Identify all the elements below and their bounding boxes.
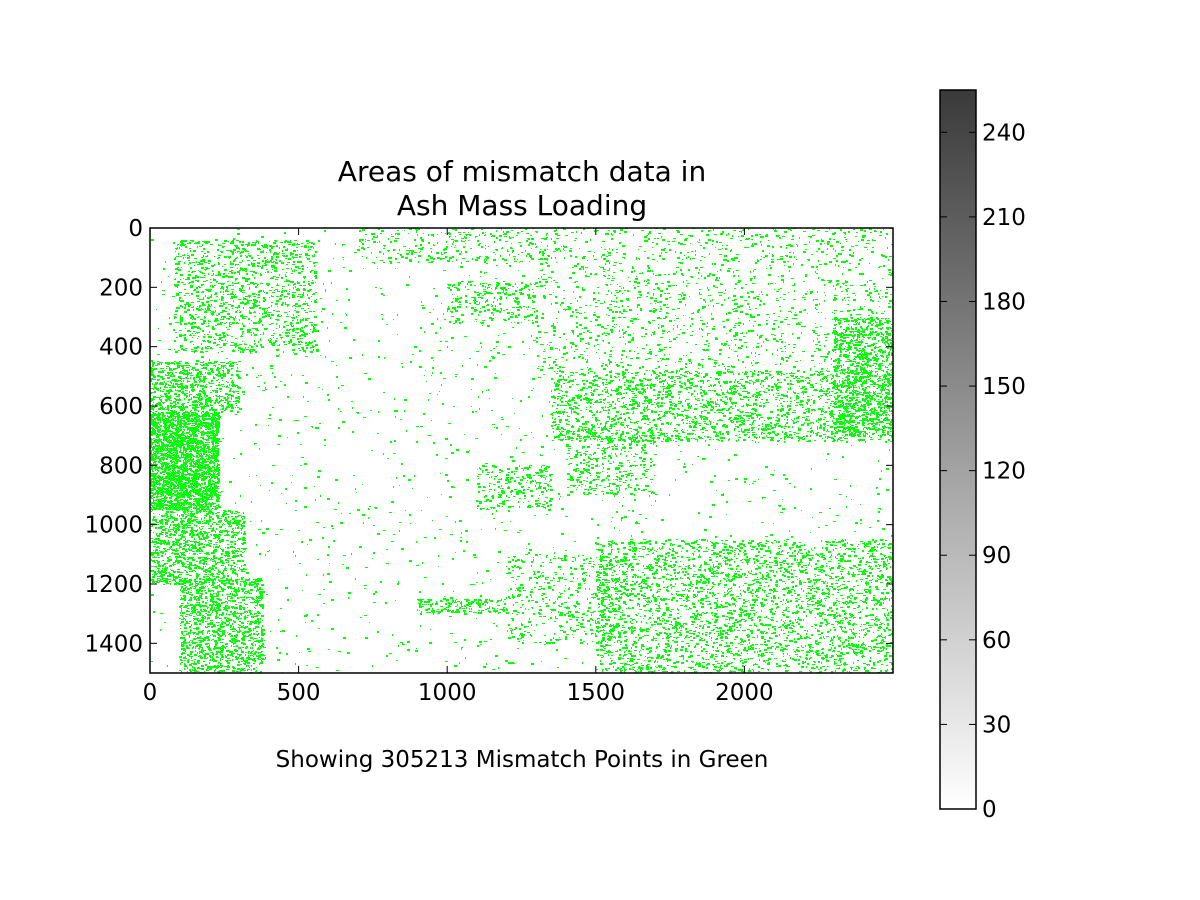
y-tick-label: 0: [128, 216, 143, 242]
x-tick-label: 2000: [715, 680, 774, 706]
x-axis-caption: Showing 305213 Mismatch Points in Green: [276, 747, 769, 773]
colorbar-tick-label: 60: [982, 628, 1011, 654]
plot-area: [149, 227, 894, 674]
chart-title-line-2: Ash Mass Loading: [397, 189, 647, 222]
colorbar-tick-label: 30: [982, 712, 1011, 738]
y-tick-label: 1400: [84, 631, 143, 657]
colorbar-gradient: [939, 89, 977, 810]
colorbar: 0 30 60 90 120 150 180 210 240: [939, 89, 1026, 823]
colorbar-tick-label: 0: [982, 797, 997, 823]
mismatch-points-layer: [150, 228, 893, 673]
colorbar-tick-label: 240: [982, 120, 1026, 146]
y-axis: 0 200 400 600 800 1000 1200 1400: [84, 216, 893, 657]
x-tick-label: 1000: [418, 680, 477, 706]
colorbar-tick-label: 150: [982, 374, 1026, 400]
colorbar-tick-label: 90: [982, 543, 1011, 569]
y-tick-label: 200: [99, 275, 143, 301]
x-tick-label: 1500: [567, 680, 626, 706]
x-tick-label: 0: [143, 680, 158, 706]
colorbar-ticks: 0 30 60 90 120 150 180 210 240: [940, 120, 1026, 823]
colorbar-tick-label: 210: [982, 205, 1026, 231]
y-tick-label: 1000: [84, 513, 143, 539]
chart-title-line-1: Areas of mismatch data in: [338, 155, 706, 188]
x-tick-label: 500: [277, 680, 321, 706]
y-tick-label: 400: [99, 335, 143, 361]
x-axis: 0 500 1000 1500 2000: [143, 228, 774, 706]
colorbar-tick-label: 180: [982, 289, 1026, 315]
y-tick-label: 800: [99, 453, 143, 479]
y-tick-label: 1200: [84, 572, 143, 598]
y-tick-label: 600: [99, 394, 143, 420]
colorbar-tick-label: 120: [982, 459, 1026, 485]
plot-frame: [149, 227, 894, 674]
